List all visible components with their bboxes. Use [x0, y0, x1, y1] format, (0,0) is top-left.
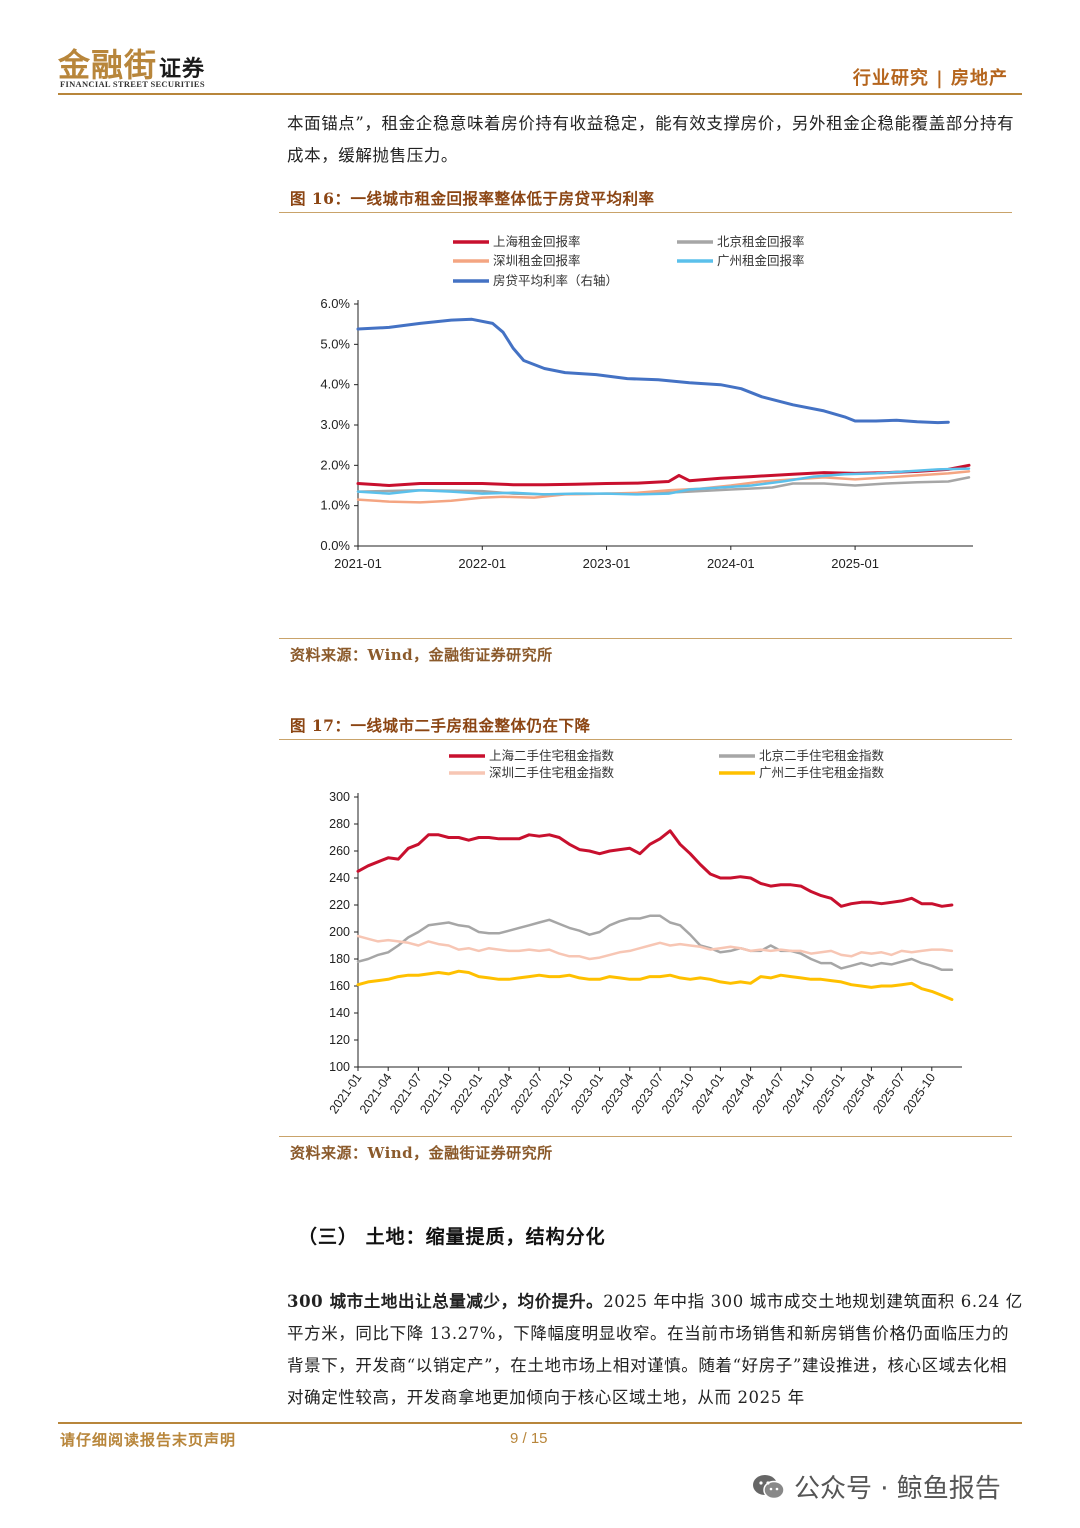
y-tick-label: 1.0% — [320, 498, 350, 513]
legend-label: 北京二手住宅租金指数 — [759, 748, 885, 763]
y-tick-label: 4.0% — [320, 377, 350, 392]
y-tick-label: 180 — [329, 952, 350, 966]
figure-17-series — [356, 829, 954, 1001]
figure-16-axes: 0.0% 1.0% 2.0% 3.0% 4.0% 5.0% 6.0% 2021-01 2022-… — [320, 296, 973, 571]
figure-17-source: 资料来源：Wind，金融街证券研究所 — [290, 1144, 553, 1162]
figure-16-bottom-rule — [279, 638, 1012, 639]
series-line — [356, 467, 971, 496]
brand-logo-cn: 金融街 — [58, 46, 158, 84]
y-tick-label: 300 — [329, 790, 350, 804]
page-number: 9 / 15 — [510, 1430, 548, 1447]
header-divider — [58, 93, 1022, 95]
legend-label: 上海租金回报率 — [493, 234, 581, 249]
series-line — [356, 463, 971, 487]
section-lead: 300 城市土地出让总量减少，均价提升。 — [287, 1292, 604, 1311]
watermark-text: 公众号 · 鲸鱼报告 — [794, 1474, 1001, 1504]
brand-logo-en: FINANCIAL STREET SECURITIES — [60, 79, 205, 89]
y-tick-label: 100 — [329, 1060, 350, 1074]
y-tick-label: 0.0% — [320, 538, 350, 553]
section-body: 2025 年中指 300 城市成交土地规划建筑面积 6.24 亿平方米，同比下降… — [287, 1292, 1023, 1407]
series-line — [356, 317, 950, 425]
report-category: 行业研究 | 房地产 — [852, 68, 1008, 89]
intro-paragraph: 本面锚点”，租金企稳意味着房价持有收益稳定，能有效支撑房价，另外租金企稳能覆盖部… — [287, 114, 1015, 165]
series-line — [356, 829, 954, 908]
legend-label: 上海二手住宅租金指数 — [489, 748, 615, 763]
legend-label: 广州二手住宅租金指数 — [759, 765, 885, 780]
y-tick-label: 240 — [329, 871, 350, 885]
series-line — [356, 969, 954, 1001]
figure-17-top-rule — [279, 739, 1012, 740]
x-tick-label: 2023-01 — [583, 556, 631, 571]
y-tick-label: 2.0% — [320, 457, 350, 472]
figure-17-title: 图 17：一线城市二手房租金整体仍在下降 — [290, 716, 591, 735]
figure-16-title: 图 16：一线城市租金回报率整体低于房贷平均利率 — [290, 189, 655, 208]
footer-disclaimer: 请仔细阅读报告末页声明 — [60, 1431, 237, 1449]
y-tick-label: 120 — [329, 1033, 350, 1047]
y-tick-label: 3.0% — [320, 417, 350, 432]
series-line — [356, 934, 954, 961]
y-tick-label: 5.0% — [320, 336, 350, 351]
y-tick-label: 260 — [329, 844, 350, 858]
y-tick-label: 6.0% — [320, 296, 350, 311]
series-line — [356, 470, 971, 504]
series-line — [356, 914, 954, 972]
brand-logo: 金融街证券 — [58, 40, 205, 86]
y-tick-label: 200 — [329, 925, 350, 939]
wechat-icon — [753, 1474, 785, 1499]
legend-label: 广州租金回报率 — [717, 253, 805, 268]
figure-16-source: 资料来源：Wind，金融街证券研究所 — [290, 646, 553, 664]
figure-16-top-rule — [279, 212, 1012, 213]
y-tick-label: 160 — [329, 979, 350, 993]
figure-16-series — [356, 317, 971, 504]
legend-label: 深圳租金回报率 — [493, 253, 581, 268]
footer-divider — [58, 1422, 1022, 1424]
legend-label: 房贷平均利率（右轴） — [493, 273, 618, 288]
x-tick-label: 2022-01 — [458, 556, 506, 571]
brand-logo-suffix: 证券 — [159, 56, 206, 82]
legend-label: 北京租金回报率 — [717, 234, 805, 249]
y-tick-label: 140 — [329, 1006, 350, 1020]
section-paragraph: 300 城市土地出让总量减少，均价提升。2025 年中指 300 城市成交土地规… — [287, 1286, 1023, 1414]
y-tick-label: 280 — [329, 817, 350, 831]
legend-label: 深圳二手住宅租金指数 — [489, 765, 615, 780]
figure-17-bottom-rule — [279, 1136, 1012, 1137]
section-heading: （三） 土地：缩量提质，结构分化 — [298, 1226, 606, 1248]
x-tick-label: 2024-01 — [707, 556, 755, 571]
x-tick-label: 2021-01 — [334, 556, 382, 571]
watermark: 公众号 · 鲸鱼报告 — [752, 1468, 1001, 1505]
y-tick-label: 220 — [329, 898, 350, 912]
x-tick-label: 2025-01 — [831, 556, 879, 571]
